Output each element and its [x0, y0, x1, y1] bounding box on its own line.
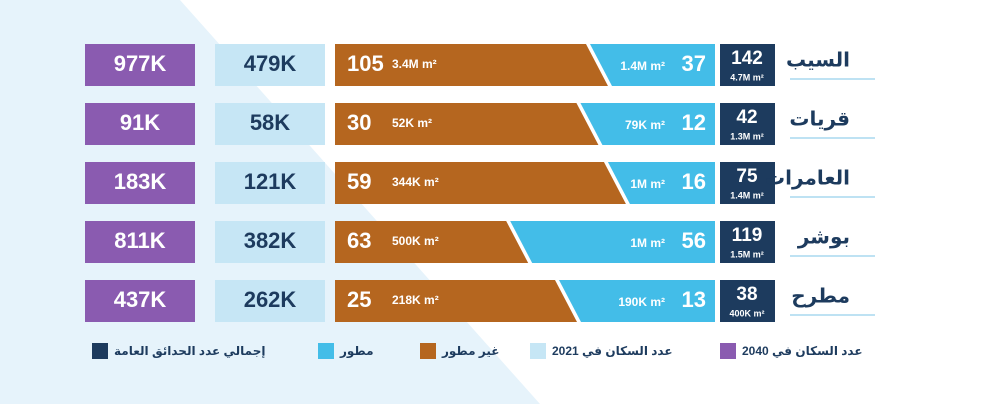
total-area: 1.5M m²: [730, 249, 764, 259]
pop-2040-box: [85, 280, 195, 322]
region-name: العامرات: [765, 167, 850, 189]
region-name: بوشر: [797, 226, 850, 248]
undeveloped-count: 25: [347, 287, 371, 312]
pop-2021-box: [215, 221, 325, 263]
pop-2021-box: [215, 280, 325, 322]
developed-count: 13: [682, 287, 706, 312]
developed-segment: [510, 221, 715, 263]
pop-2021: 262K: [244, 287, 297, 312]
undeveloped-segment: [335, 280, 577, 322]
undeveloped-count: 63: [347, 228, 371, 253]
total-box: [720, 103, 775, 145]
developed-segment: [559, 280, 715, 322]
region-name: قريات: [789, 108, 850, 130]
undeveloped-count: 105: [347, 51, 384, 76]
total-box: [720, 280, 775, 322]
total-count: 75: [736, 166, 758, 187]
legend-swatch: [720, 343, 736, 359]
total-area: 400K m²: [729, 308, 764, 318]
developed-area: 1.4M m²: [620, 59, 665, 73]
pop-2040: 437K: [114, 287, 167, 312]
developed-count: 16: [682, 169, 706, 194]
legend-label: عدد السكان في 2040: [742, 344, 863, 358]
legend-swatch: [530, 343, 546, 359]
undeveloped-segment: [335, 44, 608, 86]
total-count: 119: [732, 225, 763, 246]
undeveloped-area: 344K m²: [392, 175, 439, 189]
pop-2021-box: [215, 162, 325, 204]
pop-2040: 811K: [114, 228, 165, 253]
developed-count: 37: [682, 51, 706, 76]
total-area: 1.3M m²: [730, 131, 764, 141]
undeveloped-segment: [335, 162, 626, 204]
developed-segment: [580, 103, 715, 145]
developed-count: 12: [682, 110, 706, 135]
undeveloped-area: 52K m²: [392, 116, 432, 130]
developed-area: 190K m²: [618, 295, 665, 309]
legend-swatch: [318, 343, 334, 359]
total-area: 1.4M m²: [730, 190, 764, 200]
pop-2040: 91K: [120, 110, 160, 135]
legend-label: مطور: [339, 344, 374, 359]
undeveloped-count: 30: [347, 110, 371, 135]
pop-2040: 183K: [114, 169, 167, 194]
undeveloped-segment: [335, 221, 529, 263]
legend-label: غير مطور: [441, 344, 499, 359]
developed-area: 1M m²: [630, 236, 665, 250]
developed-area: 1M m²: [630, 177, 665, 191]
undeveloped-segment: [335, 103, 599, 145]
pop-2040-box: [85, 103, 195, 145]
legend-swatch: [420, 343, 436, 359]
developed-segment: [589, 44, 715, 86]
developed-area: 79K m²: [625, 118, 665, 132]
developed-count: 56: [682, 228, 706, 253]
pop-2040: 977K: [114, 51, 167, 76]
pop-2040-box: [85, 162, 195, 204]
developed-segment: [607, 162, 715, 204]
region-name: السيب: [786, 49, 850, 71]
total-count: 142: [731, 48, 763, 69]
undeveloped-area: 218K m²: [392, 293, 439, 307]
total-box: [720, 162, 775, 204]
legend-label: إجمالي عدد الحدائق العامة: [114, 344, 266, 358]
total-count: 38: [736, 284, 757, 305]
pop-2021: 121K: [244, 169, 297, 194]
legend-label: عدد السكان في 2021: [552, 344, 673, 358]
total-box: [720, 44, 775, 86]
legend-swatch: [92, 343, 108, 359]
total-count: 42: [736, 107, 757, 128]
pop-2021: 58K: [250, 110, 290, 135]
undeveloped-count: 59: [347, 169, 371, 194]
pop-2021: 382K: [244, 228, 297, 253]
undeveloped-area: 500K m²: [392, 234, 439, 248]
pop-2040-box: [85, 44, 195, 86]
pop-2021-box: [215, 44, 325, 86]
total-box: [720, 221, 775, 263]
undeveloped-area: 3.4M m²: [392, 57, 437, 71]
pop-2021-box: [215, 103, 325, 145]
region-name: مطرح: [791, 285, 850, 307]
pop-2040-box: [85, 221, 195, 263]
pop-2021: 479K: [244, 51, 297, 76]
total-area: 4.7M m²: [730, 72, 764, 82]
